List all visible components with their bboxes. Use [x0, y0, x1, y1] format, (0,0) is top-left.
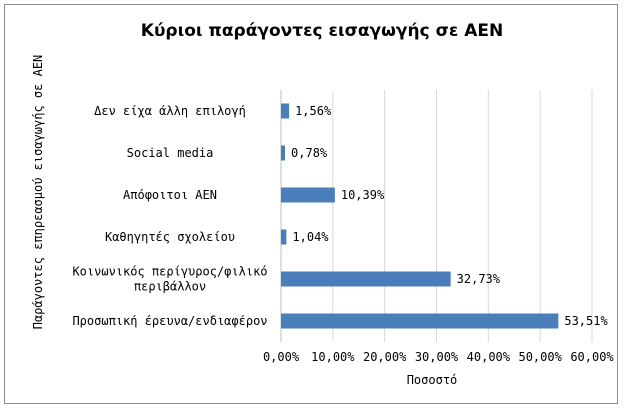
data-label: 1,56% [295, 104, 332, 118]
x-tick-label: 30,00% [415, 350, 459, 364]
bar [281, 145, 286, 161]
bar [281, 229, 287, 245]
y-axis-title: Παράγοντες επηρεασμού εισαγωγής σε ΑΕΝ [31, 55, 45, 330]
category-labels: Δεν είχα άλλη επιλογή Social media Απόφοιτ… [72, 104, 267, 328]
grid-lines [280, 90, 593, 342]
data-label: 32,73% [457, 272, 501, 286]
x-axis-title: Ποσοστό [407, 373, 458, 387]
data-label: 0,78% [291, 146, 328, 160]
x-tick-label: 20,00% [363, 350, 407, 364]
category-label-line: Καθηγητές σχολείου [105, 230, 235, 244]
category-label: Απόφοιτοι ΑΕΝ [123, 188, 217, 202]
category-label-line: περιβάλλον [134, 280, 206, 294]
category-label-line: Προσωπική έρευνα/ενδιαφέρον [72, 314, 267, 328]
bars [281, 103, 559, 329]
chart-frame [4, 4, 618, 404]
x-tick-label: 10,00% [311, 350, 355, 364]
data-labels: 1,56% 0,78% 10,39% 1,04% 32,73% 53,51% [291, 104, 608, 328]
bar [281, 313, 559, 329]
bar [281, 103, 290, 119]
data-label: 1,04% [292, 230, 329, 244]
x-tick-label: 60,00% [570, 350, 614, 364]
category-label: Κοινωνικός περίγυρος/φιλικό περιβάλλον [72, 265, 267, 294]
x-tick-label: 0,00% [263, 350, 300, 364]
category-label-line: Social media [127, 146, 214, 160]
data-label: 53,51% [564, 314, 608, 328]
category-label-line: Δεν είχα άλλη επιλογή [94, 104, 246, 118]
category-label: Προσωπική έρευνα/ενδιαφέρον [72, 314, 267, 328]
chart-title: Κύριοι παράγοντες εισαγωγής σε ΑΕΝ [141, 21, 503, 41]
category-label-line: Κοινωνικός περίγυρος/φιλικό [72, 265, 267, 279]
category-label: Καθηγητές σχολείου [105, 230, 235, 244]
bar [281, 271, 451, 287]
category-label-line: Απόφοιτοι ΑΕΝ [123, 188, 217, 202]
category-label: Social media [127, 146, 214, 160]
bar [281, 187, 335, 203]
x-tick-labels: 0,00% 10,00% 20,00% 30,00% 40,00% 50,00% 60,00… [263, 350, 615, 364]
data-label: 10,39% [341, 188, 385, 202]
x-tick-label: 40,00% [467, 350, 511, 364]
category-label: Δεν είχα άλλη επιλογή [94, 104, 246, 118]
x-tick-label: 50,00% [518, 350, 562, 364]
